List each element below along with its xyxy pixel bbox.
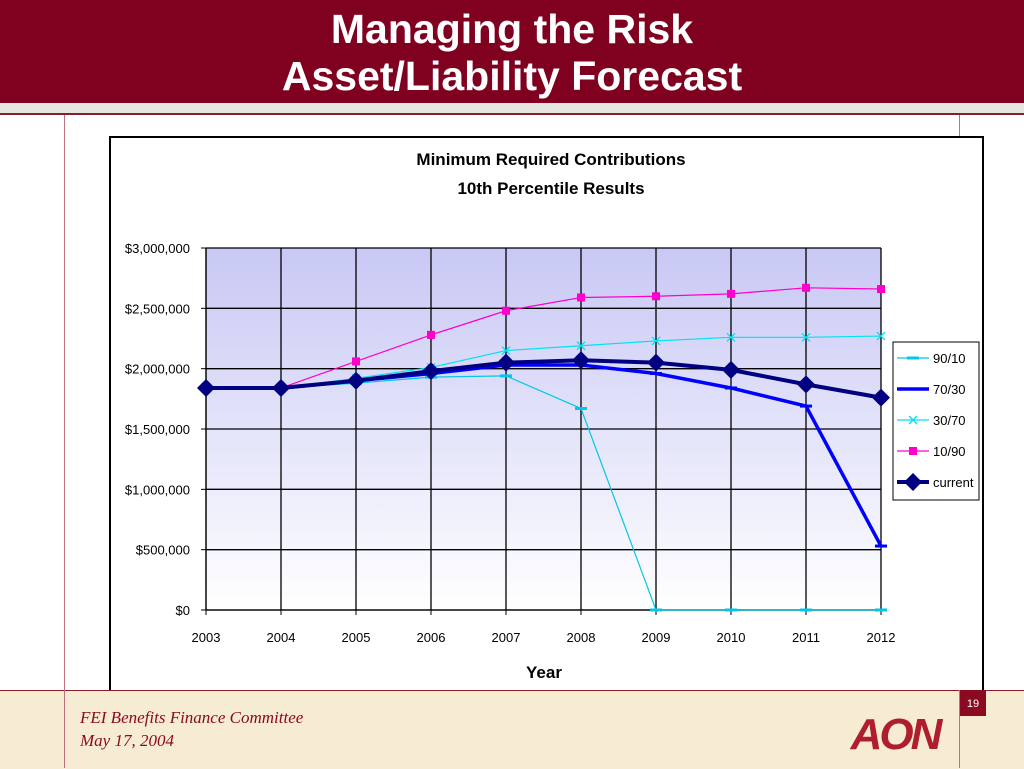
- legend-item: 30/70: [897, 413, 966, 428]
- page-number: 19: [960, 690, 986, 716]
- legend: 90/10 70/30 30/70 10/90 current: [892, 341, 980, 501]
- data-point: [722, 360, 740, 379]
- series-group: [197, 283, 890, 612]
- footer-text: FEI Benefits Finance Committee May 17, 2…: [80, 706, 303, 752]
- data-point: [501, 346, 511, 356]
- data-point: [347, 371, 365, 390]
- y-tick-label: $2,500,000: [125, 301, 190, 316]
- footer: [0, 690, 1024, 769]
- legend-item: 70/30: [897, 382, 966, 397]
- x-tick-label: 2007: [492, 630, 521, 645]
- legend-swatch-marker: [908, 415, 918, 425]
- marker-stroke: [576, 341, 586, 351]
- chart-subtitle: 10th Percentile Results: [457, 179, 644, 198]
- legend-swatch-marker: [909, 447, 917, 455]
- y-tick-label: $500,000: [136, 543, 190, 558]
- x-tick-label: 2004: [267, 630, 296, 645]
- x-axis-label: Year: [526, 663, 562, 682]
- data-point: [877, 285, 885, 294]
- data-point: [502, 306, 510, 315]
- marker-stroke: [501, 346, 511, 356]
- legend-label: 30/70: [933, 413, 966, 428]
- x-tick-label: 2003: [192, 630, 221, 645]
- marker-stroke: [651, 336, 661, 346]
- data-point: [577, 293, 585, 302]
- x-tick-label: 2011: [792, 630, 820, 645]
- data-point: [727, 289, 735, 298]
- data-point: [797, 375, 815, 394]
- footer-left-line: [64, 690, 65, 768]
- legend-item: current: [897, 473, 974, 491]
- data-point: [647, 353, 665, 372]
- x-tick-label: 2010: [717, 630, 746, 645]
- legend-label: 90/10: [933, 351, 966, 366]
- x-tick-label: 2009: [642, 630, 671, 645]
- x-tick-label: 2006: [417, 630, 446, 645]
- data-point: [652, 292, 660, 301]
- title-rule: [0, 103, 1024, 115]
- data-point: [427, 330, 435, 339]
- data-point: [726, 332, 736, 342]
- chart-title: Minimum Required Contributions: [416, 150, 685, 169]
- left-guide-line: [64, 115, 65, 690]
- data-point: [576, 341, 586, 351]
- legend-label: 70/30: [933, 382, 966, 397]
- y-tick-label: $1,000,000: [125, 482, 190, 497]
- legend-box: [892, 341, 980, 501]
- right-guide-line: [959, 115, 960, 140]
- legend-swatch-marker: [904, 473, 922, 491]
- title-bar: [0, 0, 1024, 103]
- marker-stroke: [908, 415, 918, 425]
- footer-date: May 17, 2004: [80, 731, 174, 750]
- data-point: [497, 353, 515, 372]
- data-point: [272, 378, 290, 397]
- data-point: [651, 336, 661, 346]
- grid-lines: [205, 247, 882, 611]
- series-current: [197, 351, 890, 407]
- y-tick-label: $0: [176, 603, 190, 618]
- data-point: [801, 332, 811, 342]
- slide-title-line1: Managing the Risk: [330, 6, 694, 52]
- chart-frame: Minimum Required Contributions 10th Perc…: [109, 136, 984, 692]
- legend-item: 10/90: [897, 444, 966, 459]
- y-axis: $0 $500,000 $1,000,000 $1,500,000 $2,000,000…: [125, 241, 207, 618]
- y-tick-label: $1,500,000: [125, 422, 190, 437]
- data-point: [352, 357, 360, 366]
- legend-item: 90/10: [897, 351, 966, 366]
- aon-logo-text: AON: [850, 710, 944, 755]
- legend-label: 10/90: [933, 444, 966, 459]
- y-tick-label: $3,000,000: [125, 241, 190, 256]
- series-line: [206, 358, 882, 400]
- data-point: [802, 283, 810, 292]
- data-point: [876, 331, 886, 341]
- legend-label: current: [933, 475, 974, 490]
- x-axis: 2003 2004 2005 2006 2007 2008 2009 2010 2011 2012: [192, 609, 896, 645]
- data-point: [197, 378, 215, 397]
- data-point: [422, 362, 440, 381]
- line-chart: Minimum Required Contributions 10th Perc…: [125, 150, 980, 682]
- series-line: [206, 287, 882, 389]
- aon-logo: AON: [850, 710, 945, 755]
- x-tick-label: 2012: [867, 630, 896, 645]
- footer-committee: FEI Benefits Finance Committee: [80, 708, 304, 727]
- data-point: [572, 351, 590, 370]
- x-tick-label: 2008: [567, 630, 596, 645]
- marker-stroke: [726, 332, 736, 342]
- marker-stroke: [876, 331, 886, 341]
- y-tick-label: $2,000,000: [125, 362, 190, 377]
- marker-stroke: [801, 332, 811, 342]
- footer-right-line: [959, 690, 960, 768]
- slide-title-line2: Asset/Liability Forecast: [281, 53, 743, 99]
- data-point: [872, 388, 890, 407]
- x-tick-label: 2005: [342, 630, 371, 645]
- slide-title: Managing the Risk Asset/Liability Foreca…: [0, 6, 1024, 100]
